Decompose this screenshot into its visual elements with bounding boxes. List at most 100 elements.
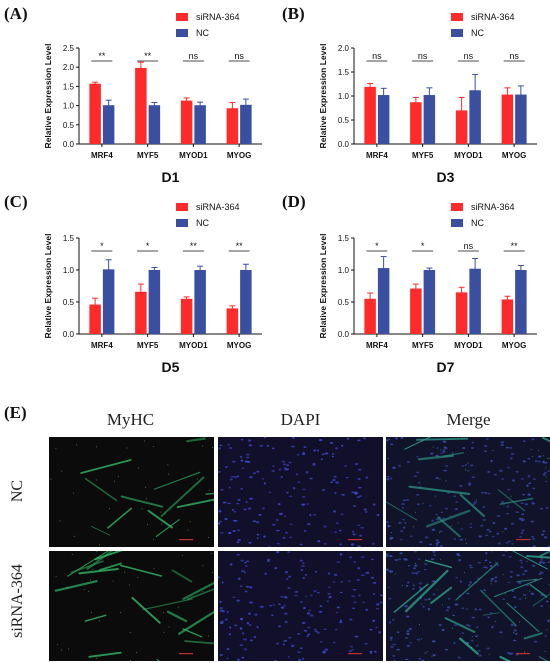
- legend-swatch: [451, 29, 463, 37]
- micrograph-image: [49, 437, 214, 547]
- bar-sirna-myod1: [180, 100, 193, 144]
- y-tick-label: 1.0: [338, 266, 350, 275]
- chart-d5: 0.0 0.5 1.0 1.5 Relative Expression Level MRF…: [0, 190, 275, 380]
- significance-label: *: [421, 241, 425, 251]
- micrograph-nc-dapi: [218, 437, 383, 547]
- bar-nc-myod1: [194, 270, 206, 334]
- y-tick-label: 2.5: [63, 44, 75, 53]
- y-tick-label: 0.5: [63, 298, 75, 307]
- y-tick-label: 1.0: [63, 102, 75, 111]
- y-axis-label: Relative Expression Level: [318, 44, 328, 149]
- micrograph-image: [218, 437, 383, 547]
- x-tick-label: MYF5: [412, 341, 434, 350]
- bar-sirna-myf5: [410, 102, 422, 144]
- micrograph-image: [218, 551, 383, 661]
- y-tick-label: 1.5: [338, 68, 350, 77]
- panel-label-d: (D): [282, 192, 306, 211]
- legend-swatch: [451, 219, 463, 227]
- y-tick-label: 0.0: [338, 330, 350, 339]
- bar-nc-myf5: [148, 270, 161, 334]
- bar-nc-myog: [515, 270, 527, 334]
- legend-label: NC: [471, 28, 484, 38]
- y-tick-label: 1.0: [63, 266, 75, 275]
- significance-label: **: [144, 51, 152, 61]
- significance-label: ns: [372, 51, 382, 61]
- micrograph-image: [386, 551, 550, 661]
- significance-label: *: [375, 241, 379, 251]
- significance-label: ns: [189, 51, 199, 61]
- x-tick-label: MYF5: [137, 341, 159, 350]
- x-tick-label: MYOG: [502, 151, 526, 160]
- x-tick-label: MYOG: [227, 151, 251, 160]
- chart-title: D3: [437, 169, 455, 185]
- chart-title: D1: [162, 169, 180, 185]
- y-tick-label: 0.0: [63, 330, 75, 339]
- bar-sirna-mrf4: [89, 83, 101, 144]
- bar-sirna-mrf4: [89, 304, 101, 334]
- panel-label-b: (B): [282, 4, 305, 23]
- chart-svg: 0.0 0.5 1.0 1.5 Relative Expression Level MRF…: [43, 202, 262, 375]
- legend-label: siRNA-364: [471, 202, 515, 212]
- legend-swatch: [176, 13, 188, 21]
- bar-nc-myod1: [194, 105, 206, 144]
- chart-svg: 0.0 0.5 1.0 1.5 2.0 Relative Expression Level…: [318, 12, 537, 185]
- y-tick-label: 0.0: [63, 140, 75, 149]
- bar-sirna-myog: [501, 94, 514, 144]
- legend-label: NC: [196, 218, 209, 228]
- significance-label: **: [190, 241, 198, 251]
- legend-label: NC: [196, 28, 209, 38]
- legend-swatch: [176, 203, 188, 211]
- bar-sirna-myf5: [135, 291, 147, 334]
- y-tick-label: 1.5: [63, 234, 75, 243]
- y-tick-label: 0.5: [338, 298, 350, 307]
- bar-nc-mrf4: [377, 268, 390, 334]
- micrograph-nc-myhc: [49, 437, 214, 547]
- x-tick-label: MRF4: [91, 341, 113, 350]
- x-tick-label: MRF4: [366, 151, 388, 160]
- significance-label: ns: [464, 241, 474, 251]
- bar-nc-myf5: [148, 105, 161, 144]
- chart-svg: 0.0 0.5 1.0 1.5 Relative Expression Level MRF…: [318, 202, 537, 375]
- x-tick-label: MYOD1: [179, 151, 208, 160]
- bar-nc-mrf4: [102, 105, 115, 144]
- x-tick-label: MYOD1: [454, 151, 483, 160]
- chart-d7: 0.0 0.5 1.0 1.5 Relative Expression Level MRF…: [275, 190, 550, 380]
- y-tick-label: 1.5: [338, 234, 350, 243]
- legend-label: siRNA-364: [196, 12, 240, 22]
- bar-sirna-myf5: [410, 288, 422, 334]
- y-tick-label: 0.5: [63, 121, 75, 130]
- bar-nc-myog: [240, 270, 252, 334]
- significance-label: **: [98, 51, 106, 61]
- bar-nc-myod1: [469, 268, 481, 334]
- legend-label: NC: [471, 218, 484, 228]
- x-tick-label: MYF5: [412, 151, 434, 160]
- legend-label: siRNA-364: [196, 202, 240, 212]
- bar-sirna-myod1: [455, 110, 468, 144]
- significance-label: **: [511, 241, 519, 251]
- legend-swatch: [176, 219, 188, 227]
- micrograph-sirna-myhc: [49, 551, 214, 661]
- x-tick-label: MYOG: [502, 341, 526, 350]
- bar-sirna-mrf4: [364, 86, 376, 144]
- y-axis-label: Relative Expression Level: [43, 44, 53, 149]
- bar-nc-myog: [515, 94, 527, 144]
- y-tick-label: 1.0: [338, 92, 350, 101]
- bar-sirna-myog: [501, 299, 514, 334]
- chart-title: D5: [162, 359, 180, 375]
- bar-nc-myf5: [423, 270, 436, 334]
- bar-sirna-myod1: [455, 292, 468, 334]
- bar-sirna-myf5: [135, 67, 147, 144]
- column-title-dapi: DAPI: [280, 410, 321, 429]
- bar-nc-myog: [240, 104, 252, 144]
- y-axis-label: Relative Expression Level: [43, 234, 53, 339]
- y-tick-label: 1.5: [63, 82, 75, 91]
- chart-title: D7: [437, 359, 455, 375]
- micrograph-sirna-dapi: [218, 551, 383, 661]
- y-tick-label: 0.0: [338, 140, 350, 149]
- x-tick-label: MRF4: [91, 151, 113, 160]
- row-label-sirna: siRNA-364: [9, 564, 26, 638]
- bar-sirna-myod1: [180, 298, 193, 334]
- y-tick-label: 2.0: [63, 63, 75, 72]
- bar-sirna-mrf4: [364, 298, 376, 334]
